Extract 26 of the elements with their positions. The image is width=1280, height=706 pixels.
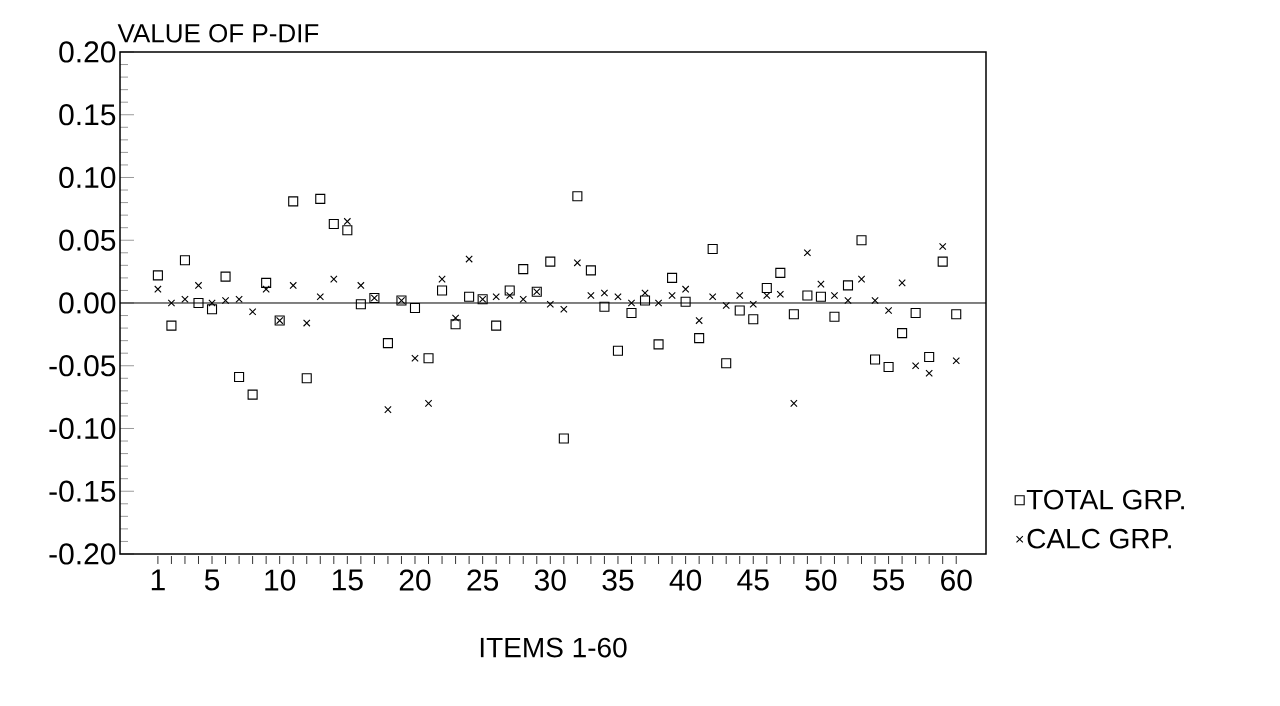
y-tick-label: -0.20 — [49, 543, 116, 565]
x-tick-label: 60 — [941, 569, 972, 591]
x-tick-label: 50 — [805, 569, 837, 591]
legend-label: CALC GRP. — [1027, 528, 1171, 549]
x-tick-label: 5 — [204, 569, 220, 591]
y-tick-label: 0.20 — [59, 41, 116, 63]
x-tick-label: 25 — [467, 569, 499, 591]
y-tick-label: -0.05 — [49, 355, 116, 377]
x-tick-label: 35 — [602, 569, 634, 591]
y-tick-label: 0.05 — [59, 229, 116, 251]
chart-title: VALUE OF P-DIF — [117, 24, 319, 43]
y-tick-label: -0.10 — [49, 417, 116, 440]
x-tick-label: 45 — [737, 569, 769, 591]
x-tick-label: 1 — [151, 569, 165, 591]
x-tick-label: 10 — [265, 569, 296, 591]
x-tick-label: 15 — [332, 569, 363, 591]
y-tick-label: 0.10 — [59, 166, 116, 189]
x-tick-label: 55 — [873, 569, 905, 591]
x-tick-label: 40 — [669, 569, 702, 591]
y-tick-label: -0.15 — [49, 480, 116, 502]
y-tick-label: 0.15 — [59, 104, 116, 126]
y-tick-label: 0.00 — [59, 292, 116, 314]
x-tick-label: 20 — [399, 569, 431, 591]
x-axis-title: ITEMS 1-60 — [480, 637, 627, 658]
x-tick-label: 30 — [534, 569, 566, 591]
legend-label: TOTAL GRP. — [1026, 489, 1184, 510]
